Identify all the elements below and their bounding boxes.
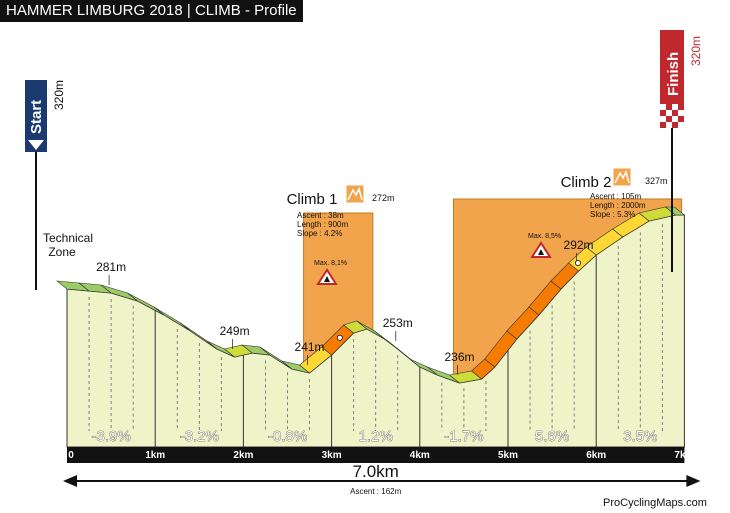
climb-ascent: Ascent : 105m [590,192,641,201]
climb-ascent: Ascent : 38m [297,211,344,220]
start-elevation: 320m [52,80,66,110]
climb-max-gradient: Max. 8,1% [314,260,347,267]
elevation-label: 249m [220,324,250,338]
start-label: Start [28,100,45,134]
gradient-label: -0.8% [268,428,307,445]
x-tick-label: 4km [410,450,430,461]
chart-title: HAMMER LIMBURG 2018 | CLIMB - Profile [0,0,303,22]
technical-zone-label: Zone [48,245,76,259]
checker-square [666,122,672,128]
elevation-label: 292m [564,238,594,252]
x-tick-label: 6km [586,450,606,461]
arrow-left-head [63,475,77,487]
checker-square [678,122,684,128]
steep-marker [336,334,343,341]
gradient-label: -1.7% [444,428,483,445]
elevation-label: 281m [96,260,126,274]
climb-max-gradient: Max. 8,5% [528,233,561,240]
mountain-icon-glyph [347,186,363,201]
climb-slope: Slope : 5.3% [590,210,635,219]
checker-square [678,110,684,116]
checker-square [672,104,678,110]
technical-zone-label: Technical [43,231,93,245]
x-tick-label: 5km [498,450,518,461]
climb-top-elevation: 272m [372,193,395,203]
footer-credit: ProCyclingMaps.com [603,497,707,509]
climb-name: Climb 1 [287,191,338,208]
x-tick-label: 1km [145,450,165,461]
start-chevron-icon [28,140,44,150]
x-tick-label: 2km [233,450,253,461]
elevation-label: 236m [444,350,474,364]
elevation-label: 241m [295,340,325,354]
warning-icon-glyph [538,249,544,255]
warning-icon-glyph [324,276,330,282]
climb-length: Length : 2000m [590,201,646,210]
climb-top-elevation: 327m [645,176,668,186]
distance-bar [67,447,685,463]
x-tick-label: 7km [674,450,694,461]
distance-total: 7.0km [353,462,399,481]
elevation-label: 253m [383,316,413,330]
checker-square [660,104,666,110]
checker-square [666,110,672,116]
x-tick-label: 0 [68,450,74,461]
arrow-right-head [686,475,701,487]
x-tick-label: 3km [322,450,342,461]
climb-slope: Slope : 4.2% [297,229,342,238]
finish-label: Finish [665,52,682,96]
start-flag [25,80,47,152]
gradient-label: 5.6% [535,428,569,445]
ascent-total: Ascent : 162m [350,487,401,496]
mountain-icon-glyph [614,169,630,184]
climb-length: Length : 900m [297,220,348,229]
climb-name: Climb 2 [561,174,612,191]
steep-marker [574,259,581,266]
gradient-label: 3.5% [623,428,657,445]
finish-elevation: 320m [689,36,703,66]
checker-square [660,116,666,122]
gradient-label: -3.9% [92,428,131,445]
gradient-label: -3.2% [180,428,219,445]
checker-square [672,116,678,122]
profile-top-segment [664,206,686,216]
gradient-label: 1.2% [359,428,393,445]
